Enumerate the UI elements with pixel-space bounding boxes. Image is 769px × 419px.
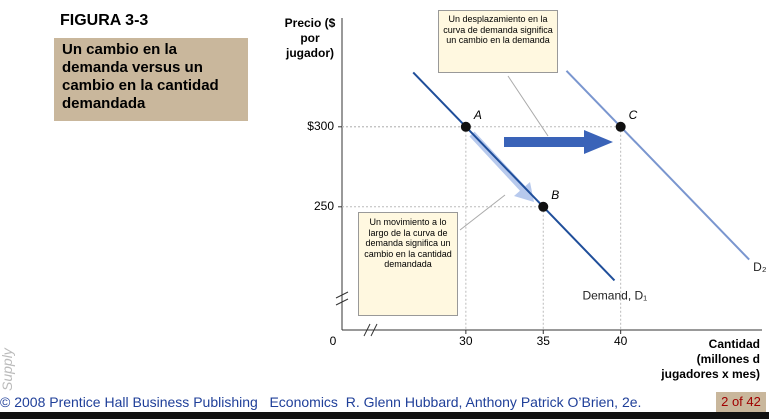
point-label: A <box>473 108 482 122</box>
demand-curve <box>412 71 616 282</box>
origin-label: 0 <box>330 334 337 348</box>
bottom-bar <box>0 412 769 419</box>
series-label: Demand, D₁ <box>582 289 647 303</box>
point-label: C <box>629 108 638 122</box>
x-tick-label: 35 <box>537 334 551 348</box>
figure-label: FIGURA 3-3 <box>60 12 149 29</box>
x-axis-label: Cantidad (millones d jugadores x mes) <box>661 337 760 381</box>
pointer-line <box>507 75 549 137</box>
y-tick-label: 250 <box>314 199 334 213</box>
y-tick-label: $300 <box>307 119 334 133</box>
x-tick-label: 30 <box>459 334 473 348</box>
shift-arrow <box>504 130 613 154</box>
point <box>538 201 549 212</box>
annotation: Un desplazamiento en la curva de demanda… <box>438 10 558 73</box>
point <box>460 121 471 132</box>
pointer-line <box>459 194 506 231</box>
point <box>615 121 626 132</box>
caption: Un cambio en la demanda versus un cambio… <box>54 38 248 121</box>
x-tick-label: 40 <box>614 334 628 348</box>
footer-credit: © 2008 Prentice Hall Business Publishing… <box>0 394 642 410</box>
page-number: 2 of 42 <box>716 392 766 412</box>
series-label: D₂ <box>753 260 767 274</box>
point-label: B <box>551 188 559 202</box>
demand-curve <box>565 70 750 261</box>
y-axis-label: Precio ($ por jugador) <box>284 16 336 60</box>
axis-break <box>335 291 378 337</box>
sidebar-label: Supply <box>0 348 15 391</box>
annotation: Un movimiento a lo largo de la curva de … <box>358 212 458 316</box>
